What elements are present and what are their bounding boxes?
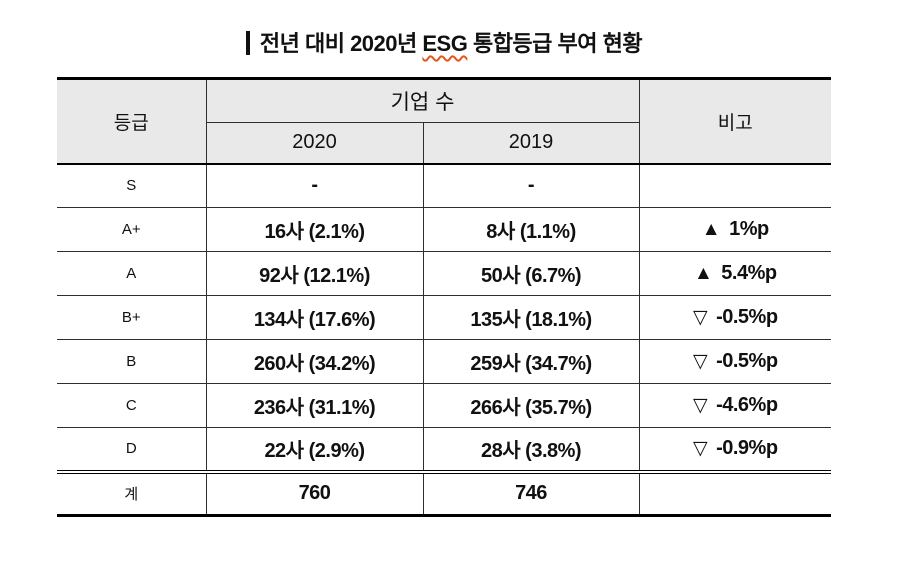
title-esg-highlight: ESG <box>422 31 468 56</box>
header-company-count: 기업 수 <box>205 78 640 123</box>
count-2020-cell: 260사 (34.2%) <box>205 339 423 384</box>
grade-cell: C <box>57 383 206 428</box>
count-2020-cell: - <box>205 162 423 208</box>
page-title: 전년 대비 2020년 ESG 통합등급 부여 현황 <box>57 26 831 58</box>
header-row-2: 2020 2019 <box>57 122 831 164</box>
total-2020-cell: 760 <box>205 469 423 516</box>
count-2020-cell: 134사 (17.6%) <box>205 295 423 340</box>
up-triangle-icon: ▲ <box>693 263 713 284</box>
remark-value: -0.9%p <box>716 437 778 460</box>
count-2019-cell: - <box>422 162 640 208</box>
down-triangle-icon: ▽ <box>692 307 708 328</box>
remark-cell: ▲ 5.4%p <box>638 251 832 296</box>
grade-cell: S <box>57 162 206 208</box>
title-text-prefix: 전년 대비 2020년 <box>259 31 423 56</box>
remark-value: 1%p <box>729 218 769 240</box>
header-remark: 비고 <box>638 78 832 164</box>
remark-cell: ▽ -4.6%p <box>638 383 832 428</box>
remark-cell: ▽ -0.5%p <box>638 339 832 384</box>
count-2019-cell: 8사 (1.1%) <box>422 207 640 252</box>
grade-cell: A <box>57 251 206 296</box>
title-bar-marker <box>245 31 250 55</box>
total-remark-cell <box>638 469 832 516</box>
header-grade: 등급 <box>57 78 206 164</box>
remark-value: -0.5%p <box>716 306 778 328</box>
remark-value: -4.6%p <box>716 394 778 416</box>
grade-cell: A+ <box>57 207 206 252</box>
table-row-grade-c: C 236사 (31.1%) 266사 (35.7%) ▽ -4.6%p <box>57 383 832 428</box>
remark-cell: ▽ -0.5%p <box>638 295 832 340</box>
table-row-grade-a-plus: A+ 16사 (2.1%) 8사 (1.1%) ▲ 1%p <box>57 207 832 252</box>
table-row-grade-b: B 260사 (34.2%) 259사 (34.7%) ▽ -0.5%p <box>57 339 832 384</box>
count-2020-cell: 16사 (2.1%) <box>205 207 423 252</box>
down-triangle-icon: ▽ <box>692 395 708 416</box>
table-row-grade-s: S - - <box>57 162 832 208</box>
title-text-suffix: 통합등급 부여 현황 <box>467 31 643 56</box>
remark-cell: ▽ -0.9%p <box>638 427 832 472</box>
remark-cell <box>638 162 832 208</box>
table-row-grade-d: D 22사 (2.9%) 28사 (3.8%) ▽ -0.9%p <box>57 427 832 472</box>
count-2019-cell: 266사 (35.7%) <box>422 383 640 428</box>
remark-cell: ▲ 1%p <box>638 207 832 252</box>
grade-cell: B+ <box>57 295 206 340</box>
down-triangle-icon: ▽ <box>692 438 708 460</box>
grade-cell: B <box>57 339 206 384</box>
count-2020-cell: 236사 (31.1%) <box>205 383 423 428</box>
count-2020-cell: 22사 (2.9%) <box>205 427 423 472</box>
header-row-1: 등급 기업 수 비고 <box>57 78 832 164</box>
remark-value: -0.5%p <box>716 350 778 372</box>
esg-rating-table: 등급 기업 수 비고 2020 2019 S - - A+ 16사 (2.1%)… <box>57 77 832 517</box>
header-year-2019: 2019 <box>422 122 640 164</box>
grade-cell: D <box>57 427 206 472</box>
table-row-total: 계 760 746 <box>57 469 832 516</box>
total-2019-cell: 746 <box>422 469 640 516</box>
table-row-grade-b-plus: B+ 134사 (17.6%) 135사 (18.1%) ▽ -0.5%p <box>57 295 832 340</box>
table-row-grade-a: A 92사 (12.1%) 50사 (6.7%) ▲ 5.4%p <box>57 251 832 296</box>
remark-value: 5.4%p <box>721 262 777 284</box>
up-triangle-icon: ▲ <box>701 219 721 240</box>
count-2019-cell: 259사 (34.7%) <box>422 339 640 384</box>
count-2019-cell: 135사 (18.1%) <box>422 295 640 340</box>
header-year-2020: 2020 <box>205 122 423 164</box>
count-2020-cell: 92사 (12.1%) <box>205 251 423 296</box>
down-triangle-icon: ▽ <box>692 351 708 372</box>
count-2019-cell: 28사 (3.8%) <box>422 427 640 472</box>
total-label-cell: 계 <box>57 469 206 516</box>
count-2019-cell: 50사 (6.7%) <box>422 251 640 296</box>
